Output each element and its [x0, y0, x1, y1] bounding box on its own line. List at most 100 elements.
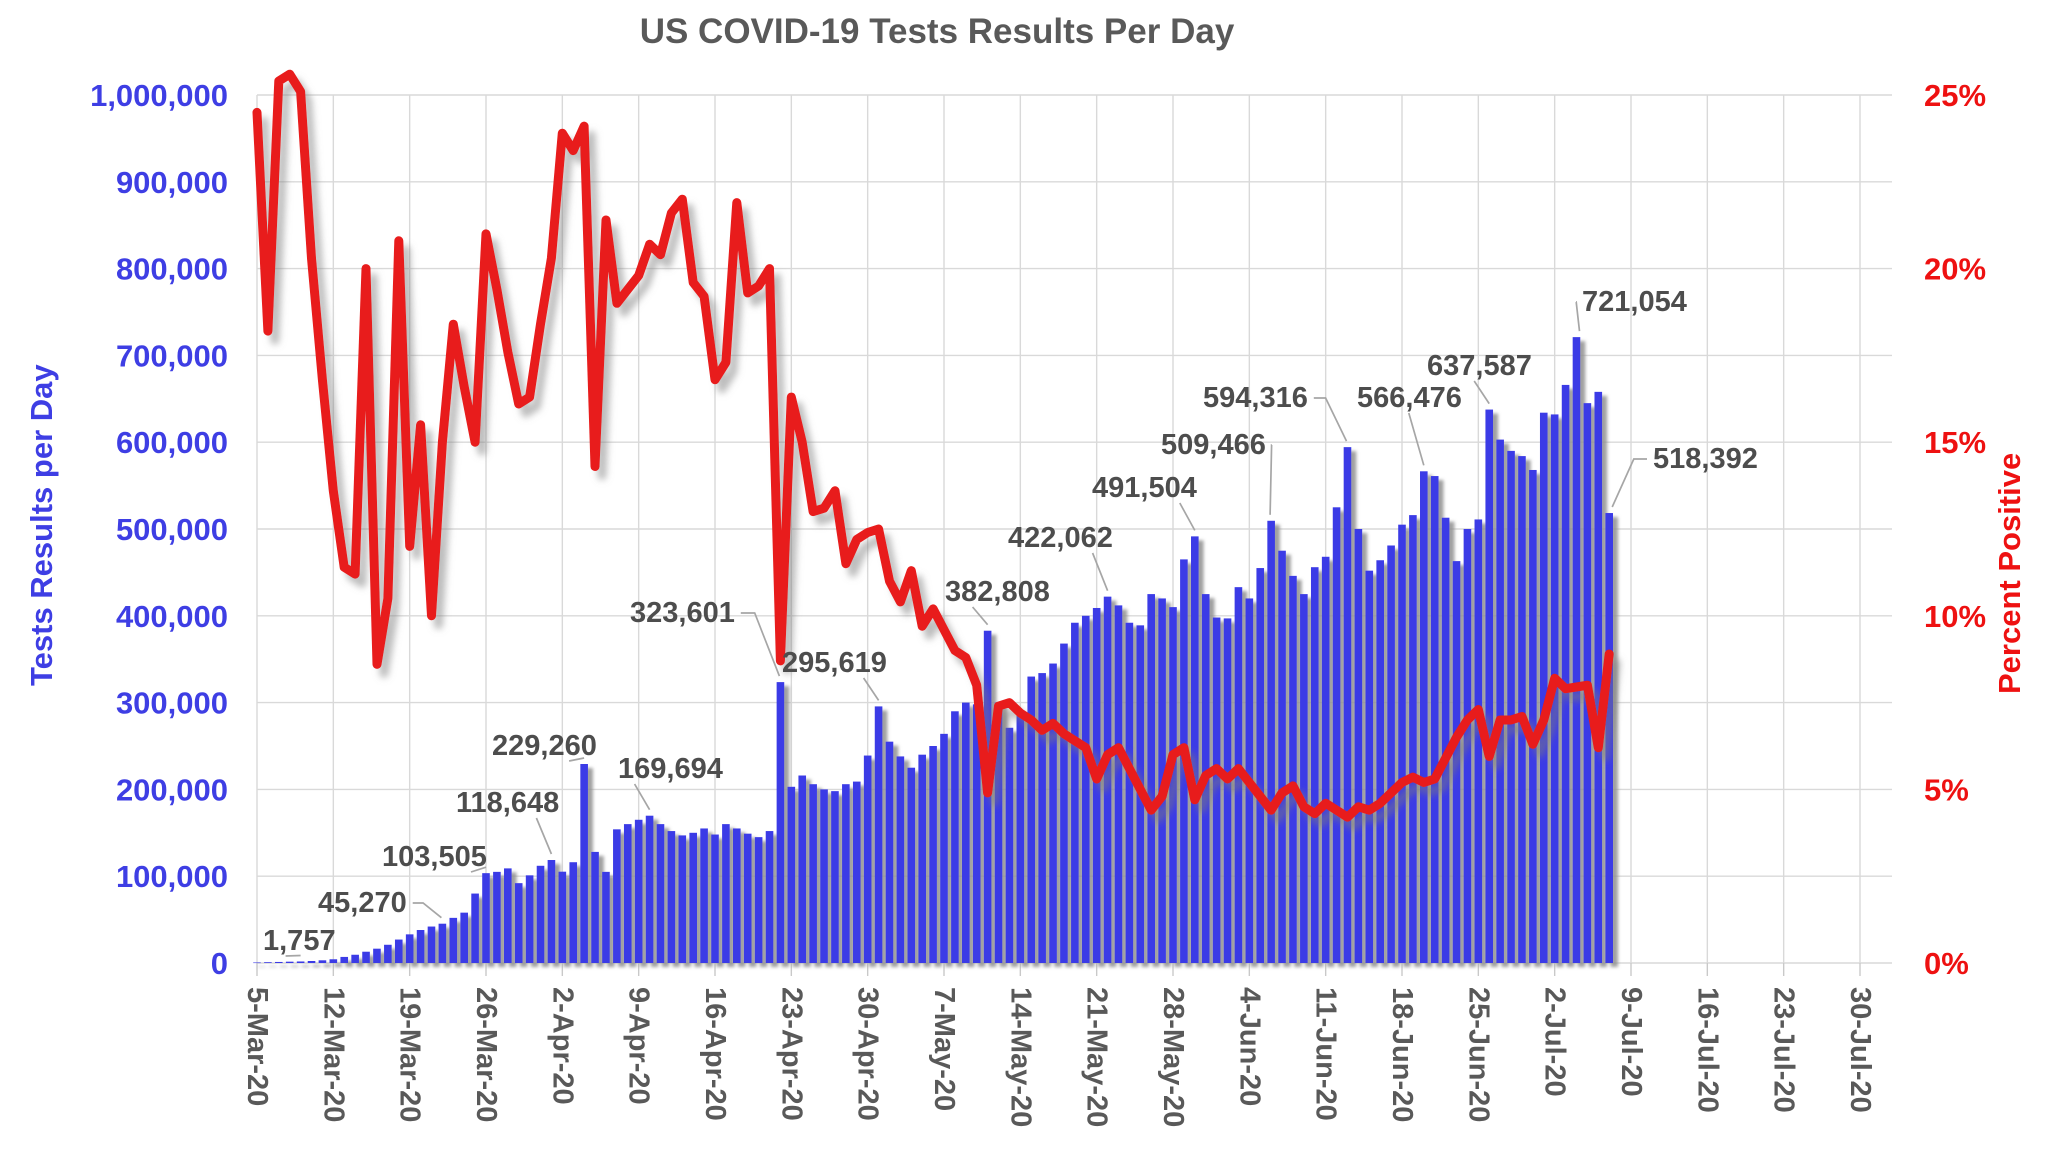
annotation-leader-line [535, 817, 553, 855]
tests-bar [994, 702, 1003, 963]
tests-bar [809, 784, 817, 963]
tests-bar [940, 733, 948, 963]
tests-bar [1169, 607, 1177, 963]
bar-annotation-label: 594,316 [1203, 382, 1308, 414]
tests-bar [1300, 594, 1308, 963]
bar-annotation-label: 509,466 [1161, 429, 1266, 461]
left-axis-tick-labels: 1,000,000 900,000 800,000 700,000 600,000 500… [90, 78, 228, 981]
left-tick-label: 200,000 [116, 772, 228, 807]
tests-bar [318, 960, 327, 963]
tests-bar [722, 824, 730, 963]
bar-annotation-label: 721,054 [1582, 286, 1687, 318]
bar-annotation-label: 382,808 [945, 576, 1050, 608]
tests-bar [1420, 471, 1428, 963]
tests-bar [820, 789, 828, 963]
annotation-leader-line [633, 783, 651, 811]
tests-bar [1529, 469, 1537, 963]
bar-annotation-label: 295,619 [782, 647, 887, 679]
x-tick-label: 2-Jul-20 [1539, 987, 1571, 1097]
x-tick-label: 14-May-20 [1004, 987, 1036, 1127]
annotation-leader-line [862, 677, 880, 701]
bar-annotation-label: 422,062 [1008, 522, 1113, 554]
x-tick-label: 16-Apr-20 [699, 987, 731, 1121]
annotation-leader-line [1407, 412, 1425, 466]
bar-annotation-label: 566,476 [1357, 382, 1462, 414]
tests-bar [918, 754, 926, 963]
x-tick-label: 23-Jul-20 [1768, 987, 1800, 1113]
annotation-leader-line [1611, 458, 1647, 508]
tests-bar [1485, 409, 1494, 964]
tests-bar [1321, 556, 1330, 963]
tests-bar [1376, 560, 1384, 963]
tests-bar [842, 784, 850, 963]
x-tick-label: 5-Mar-20 [241, 987, 273, 1106]
annotation-leader-line [285, 954, 301, 957]
tests-bar [678, 835, 687, 963]
tests-bar [1103, 596, 1112, 963]
tests-bar [852, 781, 861, 963]
left-tick-label: 400,000 [116, 599, 228, 634]
tests-bar [1038, 673, 1046, 963]
left-tick-label: 100,000 [116, 859, 228, 894]
annotation-leader-line [470, 866, 487, 873]
tests-bar [700, 828, 708, 963]
tests-bar [1409, 515, 1417, 963]
annotation-leader-line [740, 612, 781, 677]
tests-bar [264, 962, 272, 963]
right-axis-title: Percent Positive [1992, 452, 2027, 694]
tests-bar [1572, 337, 1581, 963]
right-tick-label: 5% [1924, 772, 1969, 807]
x-tick-label: 23-Apr-20 [775, 987, 807, 1121]
bar-annotation-label: 169,694 [618, 753, 723, 785]
tests-bar [1561, 384, 1570, 963]
bar-annotation-label: 323,601 [630, 597, 735, 629]
tests-bar [1507, 450, 1515, 963]
tests-bar [1071, 622, 1079, 963]
right-tick-label: 0% [1924, 946, 1969, 981]
tests-bar [656, 824, 665, 963]
tests-bar [1452, 561, 1461, 963]
tests-bar [449, 917, 458, 963]
tests-bar [1518, 456, 1526, 963]
tests-bar [863, 755, 872, 963]
annotation-leader-line [1179, 502, 1196, 531]
tests-bar [1430, 476, 1439, 963]
tests-bar [1060, 643, 1068, 963]
bar-annotation-label: 45,270 [318, 887, 407, 919]
tests-bar [972, 704, 981, 963]
tests-bar [1027, 676, 1036, 963]
left-tick-label: 800,000 [116, 252, 228, 287]
left-tick-label: 0 [211, 946, 228, 981]
tests-bar [416, 930, 425, 963]
tests-bar [1092, 607, 1101, 963]
right-axis-tick-labels: 25% 20% 15% 10% 5% 0% [1924, 78, 1986, 981]
tests-bar [1539, 412, 1548, 963]
x-tick-label: 12-Mar-20 [317, 987, 349, 1122]
x-tick-label: 9-Jul-20 [1615, 987, 1647, 1097]
tests-bar [536, 865, 545, 963]
tests-bar [558, 871, 567, 963]
tests-bar [1278, 550, 1286, 963]
tests-bar [1496, 439, 1504, 963]
bar-annotation-label: 1,757 [263, 925, 336, 957]
tests-bar [711, 834, 719, 963]
tests-bar [580, 764, 588, 963]
tests-bar [907, 767, 916, 963]
tests-bar [460, 912, 468, 963]
x-tick-label: 18-Jun-20 [1386, 987, 1418, 1122]
tests-bar [1343, 447, 1352, 964]
tests-bar [1125, 622, 1134, 963]
tests-bar [1365, 570, 1374, 963]
tests-bar [1605, 513, 1613, 963]
tests-bar [645, 815, 654, 963]
tests-bar [1016, 715, 1025, 963]
tests-bar [514, 883, 523, 963]
tests-bar [307, 961, 316, 963]
tests-bar [754, 837, 763, 963]
bar-annotation-label: 118,648 [456, 787, 559, 819]
tests-bar [689, 832, 697, 963]
x-tick-label: 19-Mar-20 [394, 987, 426, 1122]
right-tick-label: 15% [1924, 425, 1986, 460]
x-tick-label: 26-Mar-20 [470, 987, 502, 1122]
